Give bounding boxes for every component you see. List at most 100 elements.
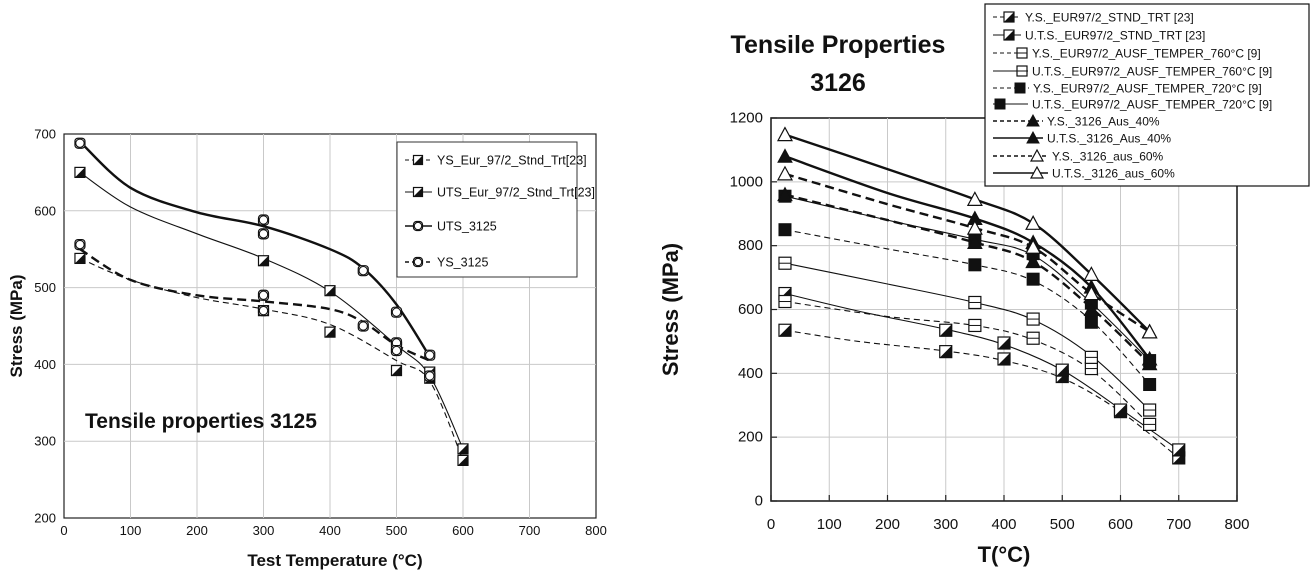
series-9: [776, 126, 1158, 339]
marker-open-circle: [258, 305, 269, 316]
x-tick-label: 500: [386, 523, 408, 538]
x-tick-label: 600: [452, 523, 474, 538]
data-point: [390, 364, 403, 377]
data-point: [390, 306, 403, 318]
data-point: [1141, 323, 1158, 339]
data-point: [1026, 331, 1040, 345]
chart-annotation: Tensile properties 3125: [85, 410, 317, 433]
marker-open-circle: [75, 138, 85, 148]
data-point: [776, 165, 793, 181]
data-point: [324, 326, 336, 338]
marker-filled-square: [968, 258, 982, 272]
data-point: [357, 265, 369, 277]
marker-filled-triangle: [1026, 130, 1040, 144]
legend-item: U.T.S._3126_aus_60%: [993, 165, 1175, 181]
legend-label: U.T.S._3126_Aus_40%: [1047, 132, 1171, 146]
data-point: [968, 295, 982, 310]
x-tick-label: 200: [186, 523, 208, 538]
chart-tensile-3126: 0 100 200 300 400 500 600 700 800 0 200 400 600 800 10…: [658, 3, 1310, 567]
legend-item: UTS_3125: [405, 220, 497, 234]
y-tick-label: 500: [34, 280, 56, 295]
marker-open-triangle: [776, 165, 793, 181]
legend-label: Y.S._EUR97/2_STND_TRT [23]: [1025, 11, 1194, 25]
legend-item: UTS_Eur_97/2_Stnd_Trt[23]: [405, 186, 595, 200]
data-point: [777, 186, 793, 202]
marker-open-triangle: [1029, 148, 1045, 162]
marker-filled-square: [778, 223, 792, 237]
data-point: [1084, 350, 1098, 364]
legend-label: UTS_Eur_97/2_Stnd_Trt[23]: [437, 186, 595, 200]
data-point: [966, 219, 983, 235]
data-point: [939, 323, 953, 337]
x-tick-label: 500: [1050, 516, 1075, 533]
marker-open-circle: [258, 229, 269, 239]
data-point: [357, 320, 369, 332]
marker-open-circle: [358, 265, 368, 276]
y-tick-label: 800: [738, 237, 763, 254]
marker-open-circle: [413, 257, 423, 267]
series-1: [778, 286, 1186, 457]
legend-label: Y.S._3126_aus_60%: [1052, 150, 1164, 164]
data-point: [324, 285, 336, 297]
y-tick-label: 200: [738, 429, 763, 446]
legend-label: Y.S._EUR97/2_AUSF_TEMPER_720°C [9]: [1033, 82, 1262, 96]
series-6: [777, 186, 1158, 371]
marker-filled-triangle: [777, 148, 793, 163]
data-point: [1083, 285, 1100, 301]
data-point: [257, 289, 270, 301]
y-tick-label: 600: [738, 301, 763, 318]
series-3: [778, 256, 1157, 417]
marker-open-circle: [75, 239, 85, 250]
data-point: [1143, 378, 1157, 392]
marker-filled-square: [1084, 315, 1098, 329]
x-tick-label: 100: [120, 523, 142, 538]
marker-half-square-fill: [1056, 364, 1069, 377]
data-point: [424, 370, 436, 382]
legend-box: [396, 141, 578, 278]
marker-open-circle: [424, 350, 435, 360]
data-point: [457, 454, 469, 466]
marker-open-triangle: [776, 126, 793, 142]
marker-open-triangle: [1025, 215, 1042, 230]
marker-half-square-fill: [1114, 404, 1127, 417]
marker-open-triangle: [966, 219, 983, 235]
legend-item: U.T.S._EUR97/2_STND_TRT [23]: [993, 29, 1205, 43]
marker-filled-square: [1026, 272, 1040, 286]
x-tick-label: 0: [767, 516, 775, 533]
marker-open-triangle: [1025, 238, 1042, 254]
data-point: [1113, 403, 1128, 417]
data-point: [939, 345, 953, 359]
marker-open-circle: [391, 307, 402, 317]
marker-half-square-fill: [1172, 443, 1185, 456]
data-point: [966, 191, 983, 206]
marker-half-square-fill: [325, 327, 335, 338]
marker-half-square-fill: [325, 285, 335, 296]
legend-label: Y.S._EUR97/2_AUSF_TEMPER_760°C [9]: [1032, 47, 1261, 61]
marker-filled-triangle: [777, 186, 793, 202]
data-point: [778, 294, 792, 309]
series-line: [784, 155, 1151, 360]
marker-filled-triangle: [1026, 113, 1040, 127]
marker-half-square-fill: [1004, 30, 1014, 40]
series-2: [778, 294, 1157, 431]
series-7: [777, 148, 1158, 366]
legend-item: Y.S._EUR97/2_AUSF_TEMPER_720°C [9]: [993, 82, 1262, 96]
marker-half-square-fill: [458, 443, 468, 454]
data-point: [457, 443, 469, 455]
chart-title-line1: Tensile Properties: [731, 31, 946, 59]
legend-label: U.T.S._EUR97/2_STND_TRT [23]: [1025, 29, 1205, 43]
legend-label: YS_Eur_97/2_Stnd_Trt[23]: [437, 154, 587, 168]
marker-half-square-fill: [1004, 12, 1014, 22]
series-3: [74, 238, 436, 382]
data-point: [1083, 301, 1100, 316]
data-point: [257, 255, 270, 267]
data-point: [1025, 253, 1041, 269]
data-point: [1083, 266, 1100, 281]
legend-label: YS_3125: [437, 256, 488, 270]
data-point: [1141, 350, 1158, 366]
legend-label: UTS_3125: [437, 220, 497, 234]
legend-label: U.T.S._EUR97/2_AUSF_TEMPER_760°C [9]: [1032, 65, 1272, 79]
legend-label: Y.S._3126_Aus_40%: [1047, 115, 1160, 129]
legend-item: U.T.S._3126_Aus_40%: [993, 130, 1171, 146]
marker-filled-square: [994, 98, 1006, 110]
